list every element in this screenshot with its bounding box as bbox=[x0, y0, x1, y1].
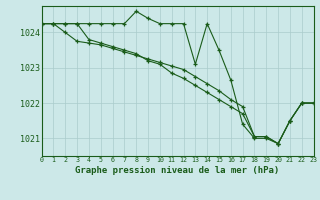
X-axis label: Graphe pression niveau de la mer (hPa): Graphe pression niveau de la mer (hPa) bbox=[76, 166, 280, 175]
